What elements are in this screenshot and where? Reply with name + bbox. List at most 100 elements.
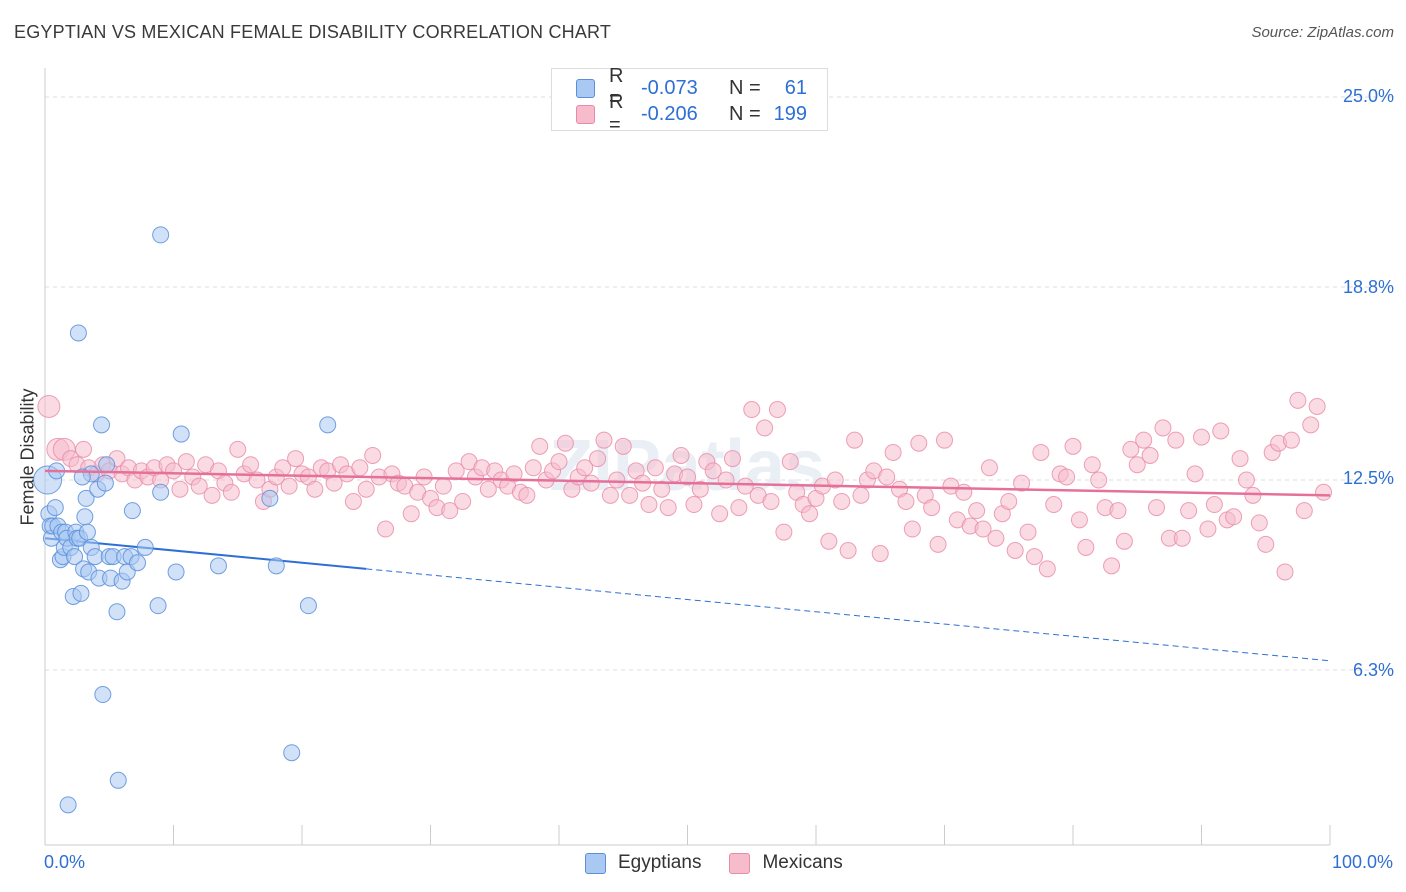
- mexicans-point: [1064, 437, 1082, 455]
- mexicans-point: [685, 496, 703, 514]
- mexicans-point: [576, 459, 594, 477]
- egyptians-point: [283, 744, 301, 762]
- mexicans-point: [1135, 431, 1153, 449]
- mexicans-point: [1308, 397, 1326, 415]
- mexicans-point: [1180, 502, 1198, 520]
- mexicans-swatch: [729, 852, 751, 874]
- egyptians-point: [123, 502, 141, 520]
- egyptians-point: [319, 416, 337, 434]
- mexicans-point: [833, 492, 851, 510]
- mexicans-point: [550, 453, 568, 471]
- mexicans-point: [287, 450, 305, 468]
- mexicans-point: [222, 483, 240, 501]
- mexicans-point: [1115, 532, 1133, 550]
- mexicans-point: [1212, 422, 1230, 440]
- mexicans-point: [1019, 523, 1037, 541]
- mexicans-point: [1244, 486, 1262, 504]
- mexicans-point: [730, 499, 748, 517]
- mexicans-point: [1199, 520, 1217, 538]
- egyptians-point: [66, 548, 84, 566]
- series-legend: Egyptians Mexicans: [585, 852, 871, 874]
- mexicans-point: [1289, 391, 1307, 409]
- egyptians-point: [167, 563, 185, 581]
- mexicans-point: [1173, 529, 1191, 547]
- mexicans-point: [646, 459, 664, 477]
- mexicans-point: [608, 471, 626, 489]
- r-label: R =: [609, 91, 624, 136]
- mexicans-point: [229, 440, 247, 458]
- mexicans-point: [1025, 548, 1043, 566]
- legend-item-mexicans[interactable]: Mexicans: [729, 852, 843, 874]
- mexicans-point: [402, 505, 420, 523]
- mexicans-point: [1167, 431, 1185, 449]
- mexicans-point: [1295, 502, 1313, 520]
- grid-lines: [45, 96, 1392, 671]
- mexicans-point: [306, 480, 324, 498]
- egyptians-point: [209, 557, 227, 575]
- mexicans-point: [871, 545, 889, 563]
- mexicans-point: [1302, 416, 1320, 434]
- mexicans-point: [910, 434, 928, 452]
- mexicans-point: [621, 486, 639, 504]
- mexicans-point: [1128, 456, 1146, 474]
- mexicans-point: [878, 468, 896, 486]
- mexicans-point: [820, 532, 838, 550]
- mexicans-point: [441, 502, 459, 520]
- egyptians-point: [59, 796, 77, 814]
- mexicans-point: [653, 480, 671, 498]
- egyptians-point: [73, 468, 91, 486]
- mexicans-point: [1148, 499, 1166, 517]
- egyptians-trend: [44, 537, 1331, 662]
- egyptians-point: [96, 474, 114, 492]
- mexicans-trend: [44, 469, 1331, 497]
- egyptians-point: [93, 416, 111, 434]
- legend-label: Mexicans: [762, 852, 843, 873]
- egyptians-point: [46, 499, 64, 517]
- mexicans-point: [1013, 474, 1031, 492]
- x-tick-label: 100.0%: [1331, 852, 1393, 872]
- mexicans-point: [325, 474, 343, 492]
- egyptians-points: [33, 226, 337, 814]
- egyptians-point: [108, 603, 126, 621]
- mexicans-point: [987, 529, 1005, 547]
- mexicans-point: [903, 520, 921, 538]
- mexicans-point: [1315, 483, 1333, 501]
- mexicans-point: [1103, 557, 1121, 575]
- mexicans-point: [672, 447, 690, 465]
- mexicans-point: [1045, 496, 1063, 514]
- n-value: 61: [784, 76, 807, 99]
- mexicans-points: [37, 391, 1333, 581]
- legend-item-egyptians[interactable]: Egyptians: [585, 852, 701, 874]
- egyptians-point: [136, 538, 154, 556]
- egyptians-point: [69, 324, 87, 342]
- mexicans-point: [434, 477, 452, 495]
- mexicans-point: [1205, 496, 1223, 514]
- mexicans-point: [1038, 560, 1056, 578]
- mexicans-point: [280, 477, 298, 495]
- mexicans-point: [852, 486, 870, 504]
- egyptians-point: [152, 483, 170, 501]
- mexicans-point: [711, 505, 729, 523]
- egyptians-point: [77, 489, 95, 507]
- mexicans-point: [1000, 492, 1018, 510]
- mexicans-point: [1090, 471, 1108, 489]
- mexicans-point: [1083, 456, 1101, 474]
- mexicans-point: [1058, 468, 1076, 486]
- mexicans-trend-line: [44, 469, 1331, 497]
- y-tick-label: 18.8%: [1342, 277, 1394, 297]
- mexicans-point: [1276, 563, 1294, 581]
- y-tick-label: 12.5%: [1342, 468, 1394, 488]
- chart-title: EGYPTIAN VS MEXICAN FEMALE DISABILITY CO…: [14, 22, 612, 42]
- mexicans-point: [826, 471, 844, 489]
- r-label: R =: [609, 65, 624, 110]
- mexicans-point: [955, 483, 973, 501]
- mexicans-point: [736, 477, 754, 495]
- y-tick-label: 6.3%: [1352, 660, 1394, 680]
- mexicans-point: [1186, 465, 1204, 483]
- mexicans-point: [775, 523, 793, 541]
- egyptians-trend-dashed: [366, 568, 1331, 662]
- mexicans-point: [679, 468, 696, 486]
- mexicans-point: [659, 499, 677, 517]
- mexicans-point: [980, 459, 998, 477]
- mexicans-point: [1109, 502, 1127, 520]
